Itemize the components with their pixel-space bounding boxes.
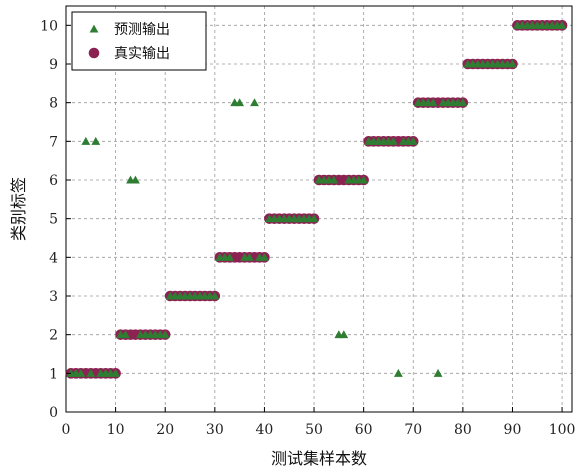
predicted-output-point [131,175,140,184]
predicted-output-point [160,330,170,339]
circle-marker-icon [88,47,100,59]
predicted-output-point [250,98,259,107]
x-tick-label: 20 [156,422,174,438]
predicted-output-point [210,291,220,300]
y-tick-label: 9 [49,57,58,73]
predicted-output-point [359,175,369,184]
predicted-output-point [557,20,567,29]
y-tick-label: 8 [49,96,58,112]
triangle-marker-icon [89,24,99,33]
legend-label: 预测输出 [114,22,170,38]
legend-item: 真实输出 [88,46,170,62]
predicted-output-point [433,368,443,377]
x-tick-label: 10 [107,422,125,438]
legend-box [71,11,207,71]
predicted-output-point [235,98,245,107]
predicted-output-point [329,175,339,184]
x-tick-label: 60 [355,422,373,438]
predicted-output-point [245,252,254,261]
legend-item: 预测输出 [89,22,170,38]
x-tick-label: 70 [404,422,422,438]
predicted-output-point [91,136,101,145]
predicted-output-point [260,252,269,261]
y-tick-label: 0 [49,405,58,421]
x-tick-label: 40 [256,422,274,438]
x-tick-label: 100 [549,422,576,438]
x-tick-label: 90 [504,422,522,438]
y-tick-label: 7 [49,134,58,150]
y-tick-label: 4 [49,250,58,266]
predicted-output-point [508,59,517,68]
predicted-output-point [389,136,398,145]
y-tick-label: 1 [49,366,58,382]
y-tick-label: 3 [49,289,58,305]
predicted-output-point [81,136,91,145]
x-tick-label: 30 [206,422,224,438]
predicted-output-point [458,98,468,107]
predicted-output-point [309,214,319,223]
axis-ticks: 0 10 20 30 40 50 60 70 80 90 100 0 1 2 3 4 5 6 7 8 9 10 [40,18,575,438]
plot-area-frame [65,5,573,413]
x-axis-label: 测试集样本数 [271,449,367,468]
y-tick-label: 5 [49,212,58,228]
series-real-output [65,20,568,379]
x-tick-label: 50 [305,422,323,438]
y-tick-label: 10 [40,18,58,34]
x-tick-label: 0 [62,422,71,438]
y-tick-label: 6 [49,173,58,189]
predicted-output-point [111,368,121,377]
predicted-output-point [121,330,130,339]
legend-label: 真实输出 [114,46,170,62]
predicted-output-point [225,252,235,261]
x-tick-label: 80 [454,422,472,438]
predicted-output-point [408,136,418,145]
y-axis-label: 类别标签 [9,177,28,241]
predicted-output-point [339,330,349,339]
series-predicted-output [66,20,567,377]
predicted-output-point [86,368,96,377]
y-tick-label: 2 [49,328,58,344]
data-series [65,20,568,379]
predicted-output-point [76,368,86,377]
predicted-output-point [428,98,438,107]
predicted-output-point [393,368,403,377]
